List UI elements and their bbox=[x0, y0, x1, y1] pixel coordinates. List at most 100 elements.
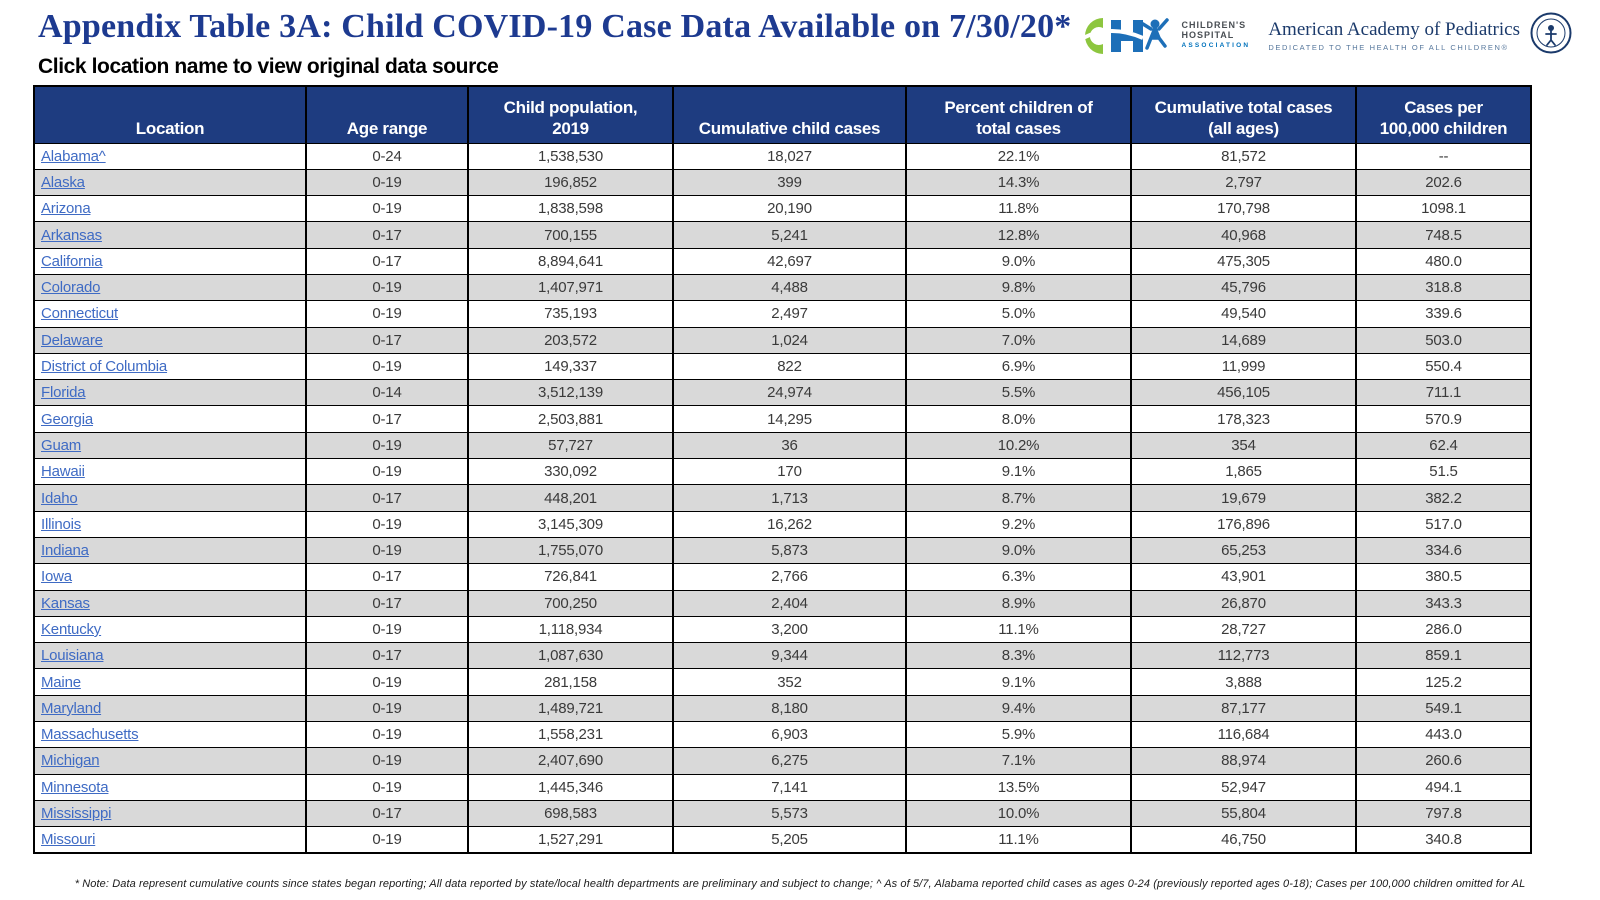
location-cell: Kansas bbox=[34, 589, 306, 617]
location-link[interactable]: Florida bbox=[41, 384, 86, 402]
location-cell: Hawaii bbox=[34, 458, 306, 485]
location-cell: Alabama^ bbox=[34, 142, 306, 170]
cases-per-100k-cell: 443.0 bbox=[1355, 721, 1531, 748]
cumulative-child-cases-cell: 2,497 bbox=[672, 300, 906, 328]
table-row: Georgia 0-17 2,503,881 14,295 8.0% 178,3… bbox=[34, 405, 1531, 433]
percent-children-cell: 11.1% bbox=[905, 826, 1131, 854]
child-population-cell: 3,512,139 bbox=[467, 379, 673, 406]
age-range-cell: 0-17 bbox=[305, 589, 468, 617]
location-link[interactable]: Michigan bbox=[41, 752, 100, 770]
location-link[interactable]: Iowa bbox=[41, 568, 72, 586]
cases-per-100k-cell: 318.8 bbox=[1355, 273, 1531, 301]
cumulative-child-cases-cell: 16,262 bbox=[672, 510, 906, 538]
child-population-cell: 698,583 bbox=[467, 799, 673, 827]
cases-per-100k-cell: 343.3 bbox=[1355, 589, 1531, 617]
location-link[interactable]: Idaho bbox=[41, 489, 78, 507]
location-link[interactable]: California bbox=[41, 252, 103, 270]
child-population-cell: 2,407,690 bbox=[467, 747, 673, 775]
child-population-cell: 203,572 bbox=[467, 326, 673, 354]
cumulative-total-cases-cell: 1,865 bbox=[1130, 458, 1356, 485]
cumulative-total-cases-cell: 52,947 bbox=[1130, 773, 1356, 801]
location-link[interactable]: Arkansas bbox=[41, 226, 102, 244]
child-population-cell: 3,145,309 bbox=[467, 510, 673, 538]
location-link[interactable]: Minnesota bbox=[41, 778, 109, 796]
location-link[interactable]: Georgia bbox=[41, 410, 93, 428]
age-range-cell: 0-19 bbox=[305, 273, 468, 301]
age-range-cell: 0-19 bbox=[305, 668, 468, 696]
percent-children-cell: 5.9% bbox=[905, 721, 1131, 748]
location-link[interactable]: Maine bbox=[41, 673, 81, 691]
childrens-hospital-association-logo: CHILDREN'S HOSPITAL ASSOCIATION bbox=[1081, 14, 1250, 58]
child-population-cell: 281,158 bbox=[467, 668, 673, 696]
percent-children-cell: 7.1% bbox=[905, 747, 1131, 775]
location-link[interactable]: Mississippi bbox=[41, 805, 112, 823]
cumulative-total-cases-cell: 14,689 bbox=[1130, 326, 1356, 354]
cumulative-child-cases-cell: 399 bbox=[672, 168, 906, 196]
cumulative-total-cases-cell: 28,727 bbox=[1130, 615, 1356, 643]
cases-per-100k-cell: 517.0 bbox=[1355, 510, 1531, 538]
location-link[interactable]: Connecticut bbox=[41, 305, 119, 323]
table-row: Iowa 0-17 726,841 2,766 6.3% 43,901 380.… bbox=[34, 563, 1531, 591]
table-row: Mississippi 0-17 698,583 5,573 10.0% 55,… bbox=[34, 799, 1531, 827]
table-row: Florida 0-14 3,512,139 24,974 5.5% 456,1… bbox=[34, 379, 1531, 406]
child-population-cell: 57,727 bbox=[467, 431, 673, 459]
age-range-cell: 0-19 bbox=[305, 510, 468, 538]
location-link[interactable]: Guam bbox=[41, 436, 82, 454]
child-population-cell: 1,087,630 bbox=[467, 642, 673, 669]
table-row: Michigan 0-19 2,407,690 6,275 7.1% 88,97… bbox=[34, 747, 1531, 775]
cases-per-100k-cell: 549.1 bbox=[1355, 694, 1531, 722]
child-population-cell: 726,841 bbox=[467, 563, 673, 591]
logo-bar: CHILDREN'S HOSPITAL ASSOCIATION American… bbox=[1081, 12, 1572, 59]
child-population-cell: 1,489,721 bbox=[467, 694, 673, 722]
cumulative-total-cases-cell: 65,253 bbox=[1130, 536, 1356, 564]
location-cell: Illinois bbox=[34, 510, 306, 538]
location-link[interactable]: Alaska bbox=[41, 173, 85, 191]
location-link[interactable]: Kentucky bbox=[41, 620, 102, 638]
page-subtitle: Click location name to view original dat… bbox=[38, 55, 499, 78]
location-cell: Kentucky bbox=[34, 615, 306, 643]
location-link[interactable]: Maryland bbox=[41, 699, 102, 717]
age-range-cell: 0-19 bbox=[305, 458, 468, 485]
child-population-cell: 1,558,231 bbox=[467, 721, 673, 748]
location-link[interactable]: Missouri bbox=[41, 831, 96, 849]
location-link[interactable]: Delaware bbox=[41, 331, 103, 349]
cumulative-child-cases-cell: 822 bbox=[672, 352, 906, 380]
percent-children-cell: 8.9% bbox=[905, 589, 1131, 617]
cumulative-child-cases-cell: 6,275 bbox=[672, 747, 906, 775]
aap-name: American Academy of Pediatrics bbox=[1268, 19, 1520, 40]
location-link[interactable]: Alabama^ bbox=[41, 147, 106, 165]
cases-per-100k-cell: 480.0 bbox=[1355, 247, 1531, 275]
table-row: Illinois 0-19 3,145,309 16,262 9.2% 176,… bbox=[34, 510, 1531, 538]
age-range-cell: 0-19 bbox=[305, 168, 468, 196]
location-cell: Colorado bbox=[34, 273, 306, 301]
column-header-6: Cases per 100,000 children bbox=[1355, 86, 1531, 143]
cumulative-total-cases-cell: 43,901 bbox=[1130, 563, 1356, 591]
cumulative-total-cases-cell: 475,305 bbox=[1130, 247, 1356, 275]
location-cell: Missouri bbox=[34, 826, 306, 854]
percent-children-cell: 11.1% bbox=[905, 615, 1131, 643]
cumulative-total-cases-cell: 49,540 bbox=[1130, 300, 1356, 328]
location-link[interactable]: Arizona bbox=[41, 200, 91, 218]
cumulative-total-cases-cell: 176,896 bbox=[1130, 510, 1356, 538]
column-header-0: Location bbox=[34, 86, 306, 143]
cases-per-100k-cell: 260.6 bbox=[1355, 747, 1531, 775]
location-link[interactable]: District of Columbia bbox=[41, 358, 168, 376]
location-link[interactable]: Louisiana bbox=[41, 647, 104, 665]
age-range-cell: 0-17 bbox=[305, 642, 468, 669]
age-range-cell: 0-17 bbox=[305, 326, 468, 354]
age-range-cell: 0-19 bbox=[305, 826, 468, 854]
location-link[interactable]: Colorado bbox=[41, 279, 101, 297]
location-link[interactable]: Illinois bbox=[41, 515, 82, 533]
location-link[interactable]: Kansas bbox=[41, 594, 90, 612]
age-range-cell: 0-17 bbox=[305, 247, 468, 275]
cases-per-100k-cell: 334.6 bbox=[1355, 536, 1531, 564]
child-population-cell: 735,193 bbox=[467, 300, 673, 328]
location-link[interactable]: Massachusetts bbox=[41, 726, 139, 744]
location-cell: Maine bbox=[34, 668, 306, 696]
child-population-cell: 1,755,070 bbox=[467, 536, 673, 564]
location-link[interactable]: Indiana bbox=[41, 542, 89, 560]
location-link[interactable]: Hawaii bbox=[41, 463, 85, 481]
cases-per-100k-cell: 797.8 bbox=[1355, 799, 1531, 827]
percent-children-cell: 8.3% bbox=[905, 642, 1131, 669]
